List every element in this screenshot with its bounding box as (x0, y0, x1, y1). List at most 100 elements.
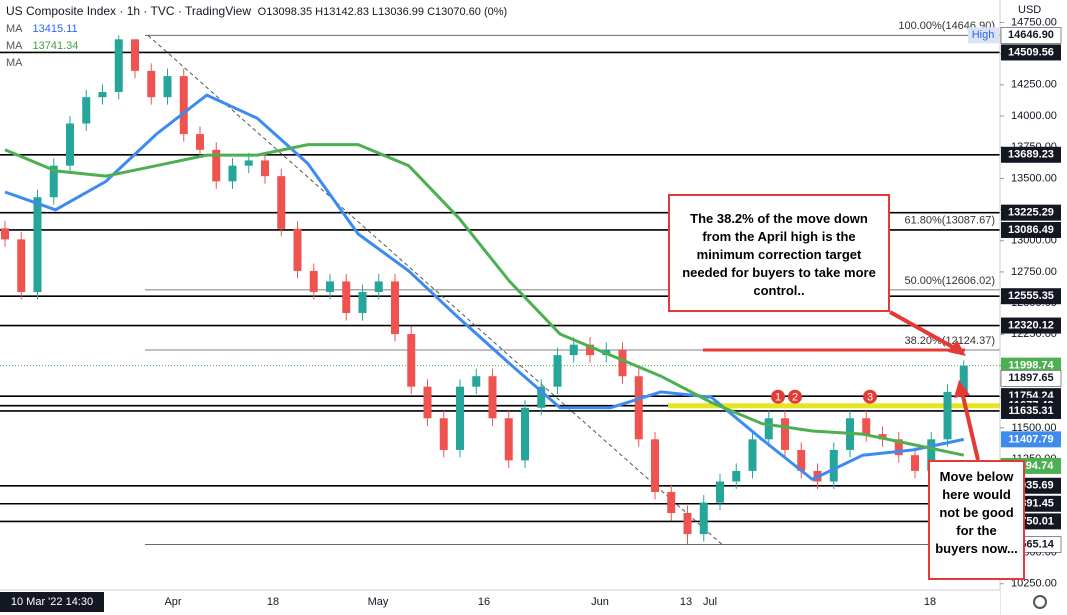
legend-name: MA (6, 57, 23, 69)
price-tag (1001, 431, 1061, 448)
candle-body (358, 292, 367, 313)
price-tag-label: 14509.56 (1008, 46, 1054, 58)
touch-marker-label: 3 (867, 392, 873, 404)
price-tag-label: 11998.74 (1008, 360, 1054, 372)
candle-body (407, 334, 416, 387)
x-tick-label: 18 (267, 596, 279, 608)
moving-average (4, 143, 965, 457)
candle-body (1, 228, 9, 240)
price-tag-label: 11407.79 (1008, 433, 1053, 445)
price-tag (1001, 204, 1061, 221)
price-tag (1000, 27, 1062, 44)
candle-body (521, 407, 529, 461)
y-tick-label: 11500.00 (1011, 422, 1056, 434)
candle-body (894, 439, 903, 456)
price-tag-label: 12555.35 (1008, 290, 1054, 302)
candle-body (179, 76, 188, 135)
candle-body (699, 502, 708, 535)
candle-body (66, 123, 74, 166)
settings-icon (1033, 595, 1047, 609)
candle-body (732, 470, 741, 482)
price-tag (1001, 357, 1061, 374)
touch-marker-label: 2 (792, 392, 798, 404)
title: US Composite Index · 1h · TVC · TradingV… (6, 4, 251, 18)
candle-body (586, 344, 594, 356)
legend-name: MA (6, 23, 23, 35)
candle-body (504, 418, 513, 461)
price-tag (1001, 288, 1061, 305)
x-tick-label: Jun (591, 596, 609, 608)
moving-average (4, 93, 965, 482)
touch-marker (771, 389, 785, 404)
candle-body (943, 391, 952, 440)
x-tick-label: May (368, 596, 389, 608)
candle-body (374, 281, 383, 293)
candle-body (423, 386, 432, 419)
candle-body (131, 39, 139, 71)
currency: USD (1018, 4, 1041, 16)
price-tag (1001, 317, 1061, 334)
candle-body (49, 165, 58, 198)
candle-body (228, 165, 237, 182)
legend-value: 13741.34 (32, 40, 79, 52)
candle-body (261, 160, 269, 177)
candle-body (98, 91, 107, 98)
legend-name: MA (6, 40, 23, 52)
candle-body (959, 365, 968, 392)
x-tick-label: Jul (703, 596, 717, 608)
title-row: US Composite Index · 1h · TVC · TradingV… (6, 4, 507, 18)
arrow-head (954, 380, 970, 398)
cursor-time: 10 Mar '22 14:30 (11, 596, 93, 608)
fib-label: 100.00%(14646.90) (898, 20, 995, 32)
touch-marker (788, 389, 802, 404)
price-tag (1001, 44, 1061, 61)
fib-label: 38.20%(12124.37) (904, 335, 995, 347)
candle-body (651, 439, 659, 492)
price-tag-label: 13086.49 (1008, 224, 1054, 236)
candle-body (456, 386, 464, 450)
y-tick-label: 10250.00 (1011, 578, 1057, 590)
legend: MA 13415.11 MA 13741.34 MA (6, 23, 507, 69)
touch-marker-label: 1 (775, 392, 781, 404)
price-tag-label: 11635.31 (1008, 405, 1053, 417)
x-tick-label: 16 (478, 596, 490, 608)
ohlc: O13098.35 H13142.83 L13036.99 C13070.60 … (257, 6, 508, 18)
candle-body (569, 344, 578, 356)
candle-body (781, 418, 789, 450)
candle-body (114, 39, 123, 92)
candle-body (82, 97, 91, 124)
arrow (960, 391, 980, 461)
candle-body (764, 418, 773, 440)
y-tick-label: 12750.00 (1011, 266, 1057, 278)
time-axis (0, 590, 1000, 615)
x-tick-label: 18 (924, 596, 936, 608)
candle-body (277, 176, 286, 229)
candle-body (927, 439, 936, 471)
y-tick-label: 14750.00 (1011, 16, 1057, 28)
price-tag-label: 14646.90 (1008, 29, 1054, 41)
candle-body (163, 76, 172, 98)
price-tag-label: 11897.65 (1008, 372, 1053, 384)
touch-marker (863, 389, 877, 404)
arrow (889, 310, 959, 352)
price-tag (1001, 402, 1061, 419)
legend-item: MA 13415.11 (6, 23, 507, 35)
candle-body (244, 160, 253, 166)
candle-body (309, 270, 318, 293)
candle-body (472, 376, 481, 387)
legend-value: 13415.11 (32, 23, 78, 35)
y-tick-label: 14000.00 (1011, 110, 1057, 122)
candle-body (147, 70, 156, 98)
candle-body (829, 449, 838, 482)
candle-body (862, 418, 871, 435)
candle-body (634, 376, 643, 440)
candle-body (667, 491, 676, 514)
cursor-time-box (0, 592, 104, 612)
y-tick-label: 13500.00 (1011, 172, 1057, 184)
candle-body (33, 197, 42, 293)
arrow-head (948, 340, 966, 356)
fib-label: 50.00%(12606.02) (904, 275, 995, 287)
price-tag-label: 13225.29 (1008, 207, 1054, 219)
